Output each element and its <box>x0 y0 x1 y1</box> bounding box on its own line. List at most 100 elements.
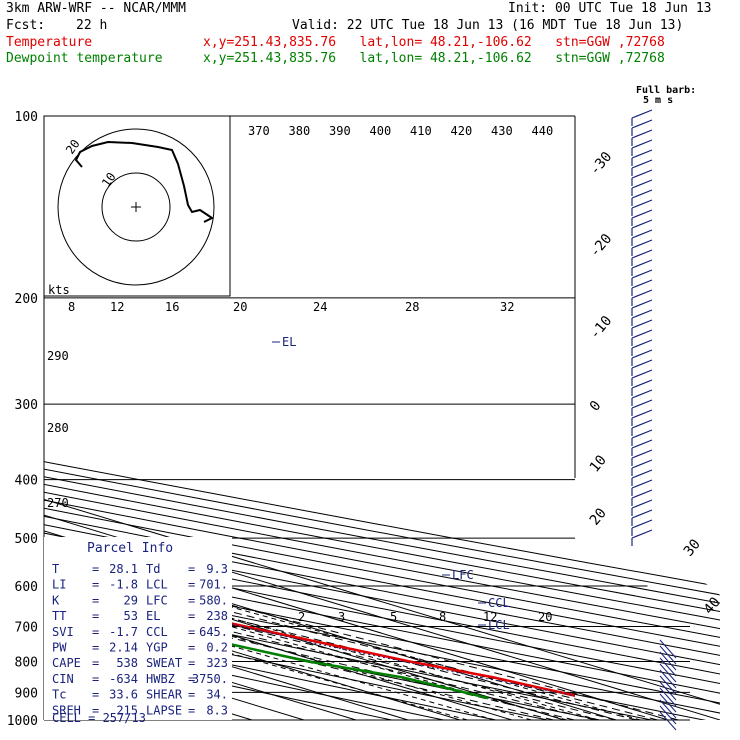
parcel-row-3-value: 53 <box>124 609 138 623</box>
parcel-row-0-label2: Td <box>146 562 160 576</box>
wind-barb <box>631 149 653 159</box>
parcel-row-8-value2: 34. <box>206 688 228 702</box>
theta-label-420: 420 <box>451 124 473 138</box>
dry-adiabat-430 <box>44 116 720 720</box>
parcel-row-6-label2: SWEAT <box>146 656 182 670</box>
hodograph-ring-label-10: 10 <box>99 170 119 190</box>
parcel-row-6-eq: = <box>92 656 99 670</box>
parcel-profile-point <box>30 577 31 578</box>
dry-adiabat-label-280: 280 <box>47 421 69 435</box>
wind-barb <box>631 239 653 249</box>
parcel-row-1-label2: LCL <box>146 578 168 592</box>
wind-barb <box>631 369 653 379</box>
wind-barb <box>631 259 653 269</box>
parcel-row-2-label2: LFC <box>146 593 168 607</box>
wind-barb <box>631 519 653 529</box>
parcel-row-9-value2: 8.3 <box>206 703 228 717</box>
pressure-label-100: 100 <box>15 110 38 125</box>
forecast-hours: 22 h <box>76 18 108 33</box>
theta-e-label-16: 16 <box>165 300 179 314</box>
isotherm-right-labels: -30 -20 -10 0 10 20 30 40 <box>587 149 724 618</box>
pressure-tick-labels: 1000 900 800 700 600 500 400 300 200 100 <box>7 110 38 729</box>
theta-top-labels: 370 380 390 400 410 420 430 440 <box>248 124 553 138</box>
wind-barb <box>631 379 653 389</box>
parcel-row-1-eq: = <box>92 578 99 592</box>
parcel-row-0-value2: 9.3 <box>206 562 228 576</box>
dewpoint-profile-point <box>487 697 489 699</box>
wind-barb-low <box>659 711 677 731</box>
parcel-row-2-eq2: = <box>188 593 195 607</box>
parcel-row-1-label: LI <box>52 578 66 592</box>
pressure-label-200: 200 <box>15 292 38 307</box>
dry-adiabat-380 <box>44 116 720 720</box>
dry-adiabat-420 <box>44 116 720 720</box>
parcel-row-9-eq2: = <box>188 703 195 717</box>
wind-barb <box>631 229 653 239</box>
wind-barb-low <box>659 663 677 683</box>
level-markers: EL LFC CCL LCL <box>272 335 510 632</box>
parcel-row-7-value2: 3750. <box>192 672 228 686</box>
wind-barb <box>631 479 653 489</box>
wind-barb <box>631 209 653 219</box>
wind-barb <box>631 469 653 479</box>
hodograph: 10 20 kts <box>43 115 231 297</box>
parcel-row-7-label: CIN <box>52 672 74 686</box>
parcel-row-5-label: PW <box>52 641 67 655</box>
wind-barb <box>631 449 653 459</box>
init-time: Init: 00 UTC Tue 18 Jun 13 <box>508 1 712 16</box>
parcel-row-5-value: 2.14 <box>109 641 138 655</box>
wind-barb-low <box>659 639 677 659</box>
marker-el: EL <box>282 335 296 349</box>
wind-barb <box>631 299 653 309</box>
mixing-ratio-label-8: 8 <box>439 610 446 624</box>
parcel-row-5-eq2: = <box>188 641 195 655</box>
isotherm-30 <box>44 116 669 720</box>
parcel-profile-point <box>585 698 586 699</box>
wind-barb <box>631 399 653 409</box>
isotherm-label--30: -30 <box>587 149 616 179</box>
isotherm-50 <box>44 116 720 720</box>
wind-barb <box>631 529 653 539</box>
parcel-row-6-value2: 323 <box>206 656 228 670</box>
parcel-row-1-eq2: = <box>188 578 195 592</box>
parcel-info-box: Parcel Info T = 28.1 Td = 9.3 LI = -1.8 LCL = 701. K… <box>44 537 232 725</box>
marker-lcl: LCL <box>488 618 510 632</box>
dry-adiabat-300 <box>44 116 716 720</box>
dry-adiabat-400 <box>44 116 720 720</box>
dry-adiabat-440 <box>44 116 720 720</box>
marker-lfc: LFC <box>452 568 474 582</box>
theta-e-label-20: 20 <box>233 300 247 314</box>
temperature-profile-point <box>409 660 411 663</box>
theta-label-440: 440 <box>532 124 554 138</box>
wind-barb <box>631 429 653 439</box>
parcel-row-9-label2: LAPSE <box>146 703 182 717</box>
parcel-row-9-label: SREH <box>52 703 81 717</box>
parcel-row-3-eq2: = <box>188 609 195 623</box>
dry-adiabat-250 <box>44 116 453 720</box>
dewpoint-legend: Dewpoint temperature <box>6 51 163 66</box>
pressure-label-900: 900 <box>15 686 38 701</box>
hodograph-ring-inner <box>101 172 171 242</box>
wind-barb-low <box>659 675 677 695</box>
temperature-profile-point <box>492 676 495 679</box>
mixing-ratio-label-5: 5 <box>390 610 397 624</box>
parcel-row-5-value2: 0.2 <box>206 641 228 655</box>
dry-adiabat-labels: 290 280 270 <box>47 349 69 510</box>
parcel-profile-point <box>319 643 321 646</box>
temperature-profile <box>44 581 575 697</box>
temperature-profile-point <box>244 625 246 628</box>
theta-label-380: 380 <box>289 124 311 138</box>
mixing-ratio-label-12: 12 <box>483 610 497 624</box>
parcel-cell: CELL = 257/13 <box>52 711 146 725</box>
wind-barb <box>631 489 653 499</box>
parcel-row-7-eq2: = <box>188 672 195 686</box>
parcel-row-5-label2: YGP <box>146 641 168 655</box>
parcel-row-7-value: -634 <box>109 672 138 686</box>
dewpoint-location: x,y=251.43,835.76 lat,lon= 48.21,-106.62… <box>203 51 665 66</box>
parcel-row-4-label2: CCL <box>146 625 168 639</box>
theta-label-400: 400 <box>370 124 392 138</box>
model-title: 3km ARW-WRF -- NCAR/MMM <box>6 1 187 16</box>
pressure-label-700: 700 <box>15 620 38 635</box>
parcel-row-8-label2: SHEAR <box>146 688 183 702</box>
temperature-profile-point <box>585 698 586 699</box>
